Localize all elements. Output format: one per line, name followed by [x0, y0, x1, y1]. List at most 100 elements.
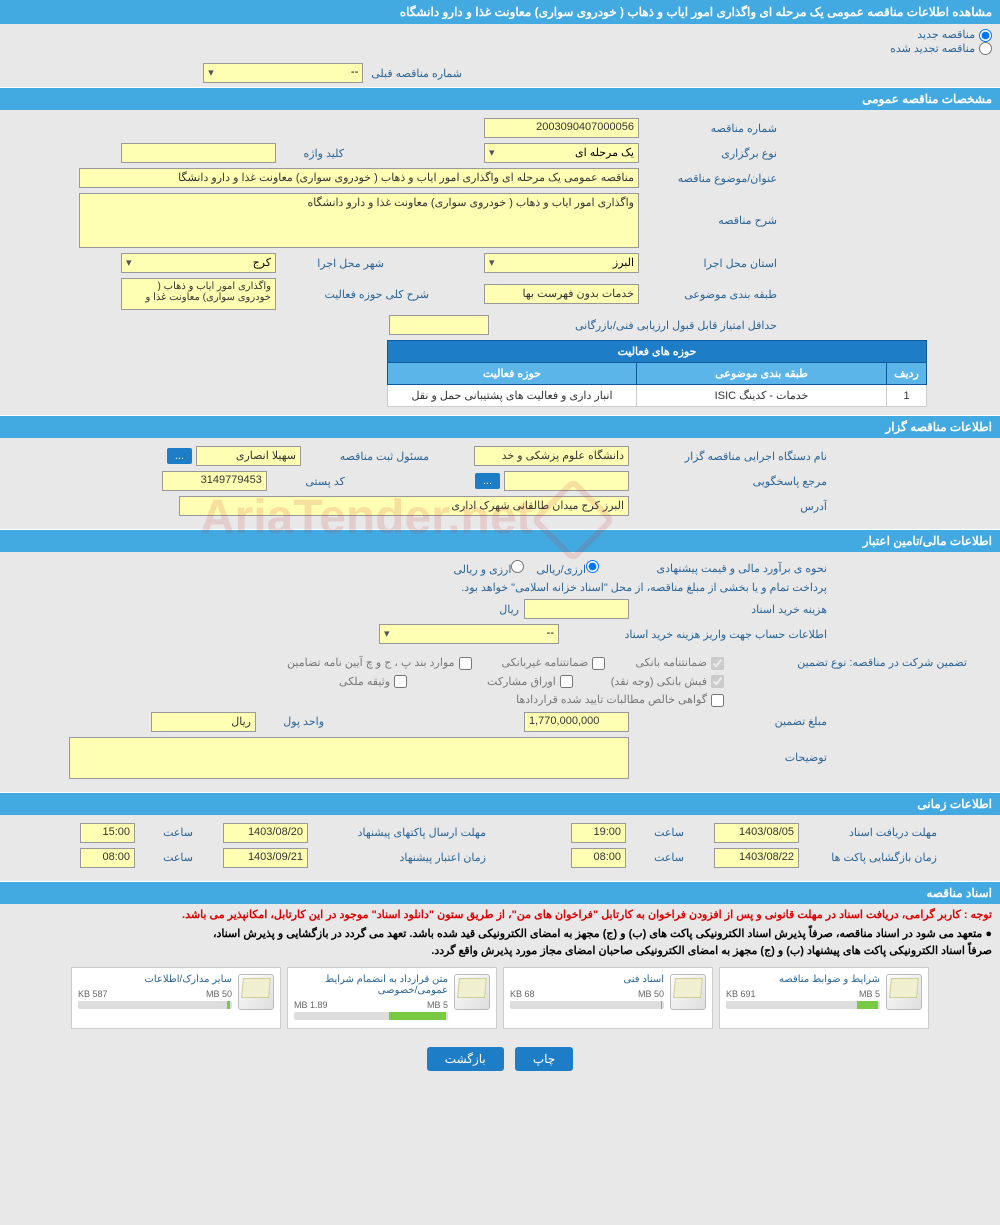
province-select[interactable]: البرز [484, 253, 639, 273]
guarantee-unit-label: واحد پول [264, 715, 324, 728]
registrar-field: سهیلا انصاری [196, 446, 301, 466]
account-info-select[interactable]: -- [379, 624, 559, 644]
guarantee-type-label: تضمین شرکت در مناقصه: نوع تضمین [732, 656, 967, 669]
th-row: ردیف [887, 363, 927, 385]
doc-receive-time-label: ساعت [634, 826, 684, 839]
bid-validity-time-label: ساعت [143, 851, 193, 864]
city-select[interactable]: کرج [121, 253, 276, 273]
activity-table-title: حوزه های فعالیت [388, 341, 927, 363]
envelope-open-label: زمان بازگشایی پاکت ها [807, 851, 937, 864]
city-label: شهر محل اجرا [284, 257, 384, 270]
envelope-open-date: 1403/08/22 [714, 848, 799, 868]
progress-fill [857, 1001, 878, 1009]
radio-riyal[interactable]: ارزی/ریالی [536, 560, 599, 576]
doc-title: متن قرارداد به انضمام شرایط عمومی/خصوصی [294, 974, 448, 996]
radio-renewed-tender[interactable]: مناقصه تجدید شده [890, 43, 992, 55]
print-button[interactable]: چاپ [515, 1047, 573, 1071]
org-name-label: نام دستگاه اجرایی مناقصه گزار [637, 450, 827, 463]
progress-fill [661, 1001, 663, 1009]
registrar-more-button[interactable]: ... [167, 448, 192, 464]
chk-clauses[interactable]: موارد بند پ ، ج و چ آیین نامه تضامین [287, 656, 471, 670]
section-tenderer-header: اطلاعات مناقصه گزار [0, 415, 1000, 438]
activity-table: حوزه های فعالیت ردیف طبقه بندی موضوعی حو… [387, 340, 927, 407]
doc-note-black2: صرفاً اسناد الکترونیکی پاکت های پیشنهاد … [0, 942, 1000, 959]
doc-title: شرایط و ضوابط مناقصه [726, 974, 880, 985]
section-financial-header: اطلاعات مالی/تامین اعتبار [0, 529, 1000, 552]
tender-number-field: 2003090407000056 [484, 118, 639, 138]
tender-type-radios: مناقصه جدید مناقصه تجدید شده [0, 24, 1000, 59]
doc-card[interactable]: شرایط و ضوابط مناقصه 5 MB691 KB [719, 967, 929, 1029]
chk-nonbank-guarantee[interactable]: ضمانتنامه غیربانکی [502, 656, 606, 670]
chk-property[interactable]: وثیقه ملکی [339, 675, 407, 689]
doc-fee-label: هزینه خرید اسناد [637, 603, 827, 616]
account-info-label: اطلاعات حساب جهت واریز هزینه خرید اسناد [567, 628, 827, 641]
tender-number-label: شماره مناقصه [647, 122, 777, 135]
doc-fee-unit: ریال [499, 603, 519, 616]
chk-bank-receipt[interactable]: فیش بانکی (وجه نقد) [611, 675, 724, 689]
doc-fee-field[interactable] [524, 599, 629, 619]
doc-receive-time: 19:00 [571, 823, 626, 843]
prev-tender-select[interactable]: -- [203, 63, 363, 83]
keyword-label: کلید واژه [284, 147, 344, 160]
progress-fill [389, 1012, 446, 1020]
doc-card[interactable]: اسناد فنی 50 MB68 KB [503, 967, 713, 1029]
doc-receive-date: 1403/08/05 [714, 823, 799, 843]
bid-send-label: مهلت ارسال پاکتهای پیشنهاد [316, 826, 486, 839]
th-class: طبقه بندی موضوعی [637, 363, 887, 385]
response-more-button[interactable]: ... [475, 473, 500, 489]
chk-bonds[interactable]: اوراق مشارکت [487, 675, 573, 689]
subject-class-field: خدمات بدون فهرست بها [484, 284, 639, 304]
table-row: 1 خدمات - کدینگ ISIC انبار داری و فعالیت… [388, 385, 927, 407]
doc-note-black1: ● متعهد می شود در اسناد مناقصه، صرفاً پذ… [0, 925, 1000, 942]
bid-send-date: 1403/08/20 [223, 823, 308, 843]
bid-send-time: 15:00 [80, 823, 135, 843]
prev-tender-label: شماره مناقصه قبلی [371, 67, 462, 80]
chk-contract-cert[interactable]: گواهی خالص مطالبات تایید شده قراردادها [516, 693, 724, 707]
registrar-label: مسئول ثبت مناقصه [309, 450, 429, 463]
chk-bank-guarantee[interactable]: ضمانتنامه بانکی [635, 656, 724, 670]
hold-type-label: نوع برگزاری [647, 147, 777, 160]
section-timing-header: اطلاعات زمانی [0, 792, 1000, 815]
section-documents-header: اسناد مناقصه [0, 881, 1000, 904]
doc-card[interactable]: متن قرارداد به انضمام شرایط عمومی/خصوصی … [287, 967, 497, 1029]
doc-title: اسناد فنی [510, 974, 664, 985]
activity-scope-field: واگذاری امور ایاب و ذهاب ( خودروی سواری)… [121, 278, 276, 310]
radio-new-tender[interactable]: مناقصه جدید [917, 29, 992, 41]
hold-type-select[interactable]: یک مرحله ای [484, 143, 639, 163]
activity-scope-label: شرح کلی حوزه فعالیت [284, 288, 429, 301]
notes-label: توضیحات [637, 751, 827, 764]
envelope-open-time-label: ساعت [634, 851, 684, 864]
bid-validity-date: 1403/09/21 [223, 848, 308, 868]
guarantee-unit-field: ریال [151, 712, 256, 732]
min-score-field[interactable] [389, 315, 489, 335]
payment-note: پرداخت تمام و یا بخشی از مبلغ مناقصه، از… [461, 581, 827, 594]
estimate-method-label: نحوه ی برآورد مالی و قیمت پیشنهادی [607, 562, 827, 575]
description-field[interactable]: واگذاری امور ایاب و ذهاب ( خودروی سواری)… [79, 193, 639, 248]
notes-field[interactable] [69, 737, 629, 779]
bid-validity-label: زمان اعتبار پیشنهاد [316, 851, 486, 864]
org-name-field: دانشگاه علوم پزشکی و خد [474, 446, 629, 466]
folder-icon [238, 974, 274, 1010]
section-general-header: مشخصات مناقصه عمومی [0, 87, 1000, 110]
province-label: استان محل اجرا [647, 257, 777, 270]
address-field: البرز کرج میدان طالقانی شهرک اداری [179, 496, 629, 516]
keyword-field[interactable] [121, 143, 276, 163]
radio-currency[interactable]: ارزی و ریالی [453, 560, 524, 576]
subject-class-label: طبقه بندی موضوعی [647, 288, 777, 301]
min-score-label: حداقل امتیاز قابل قبول ارزیابی فنی/بازرگ… [497, 319, 777, 332]
description-label: شرح مناقصه [647, 214, 777, 227]
postal-code-label: کد پستی [275, 475, 345, 488]
folder-icon [670, 974, 706, 1010]
title-label: عنوان/موضوع مناقصه [647, 172, 777, 185]
postal-code-field: 3149779453 [162, 471, 267, 491]
back-button[interactable]: بازگشت [427, 1047, 504, 1071]
envelope-open-time: 08:00 [571, 848, 626, 868]
guarantee-amount-field[interactable]: 1,770,000,000 [524, 712, 629, 732]
docs-container: شرایط و ضوابط مناقصه 5 MB691 KB اسناد فن… [0, 959, 1000, 1037]
bid-validity-time: 08:00 [80, 848, 135, 868]
title-field[interactable]: مناقصه عمومی یک مرحله ای واگذاری امور ای… [79, 168, 639, 188]
folder-icon [454, 974, 490, 1010]
doc-card[interactable]: سایر مدارک/اطلاعات 50 MB587 KB [71, 967, 281, 1029]
response-ref-label: مرجع پاسخگویی [637, 475, 827, 488]
progress-fill [227, 1001, 230, 1009]
